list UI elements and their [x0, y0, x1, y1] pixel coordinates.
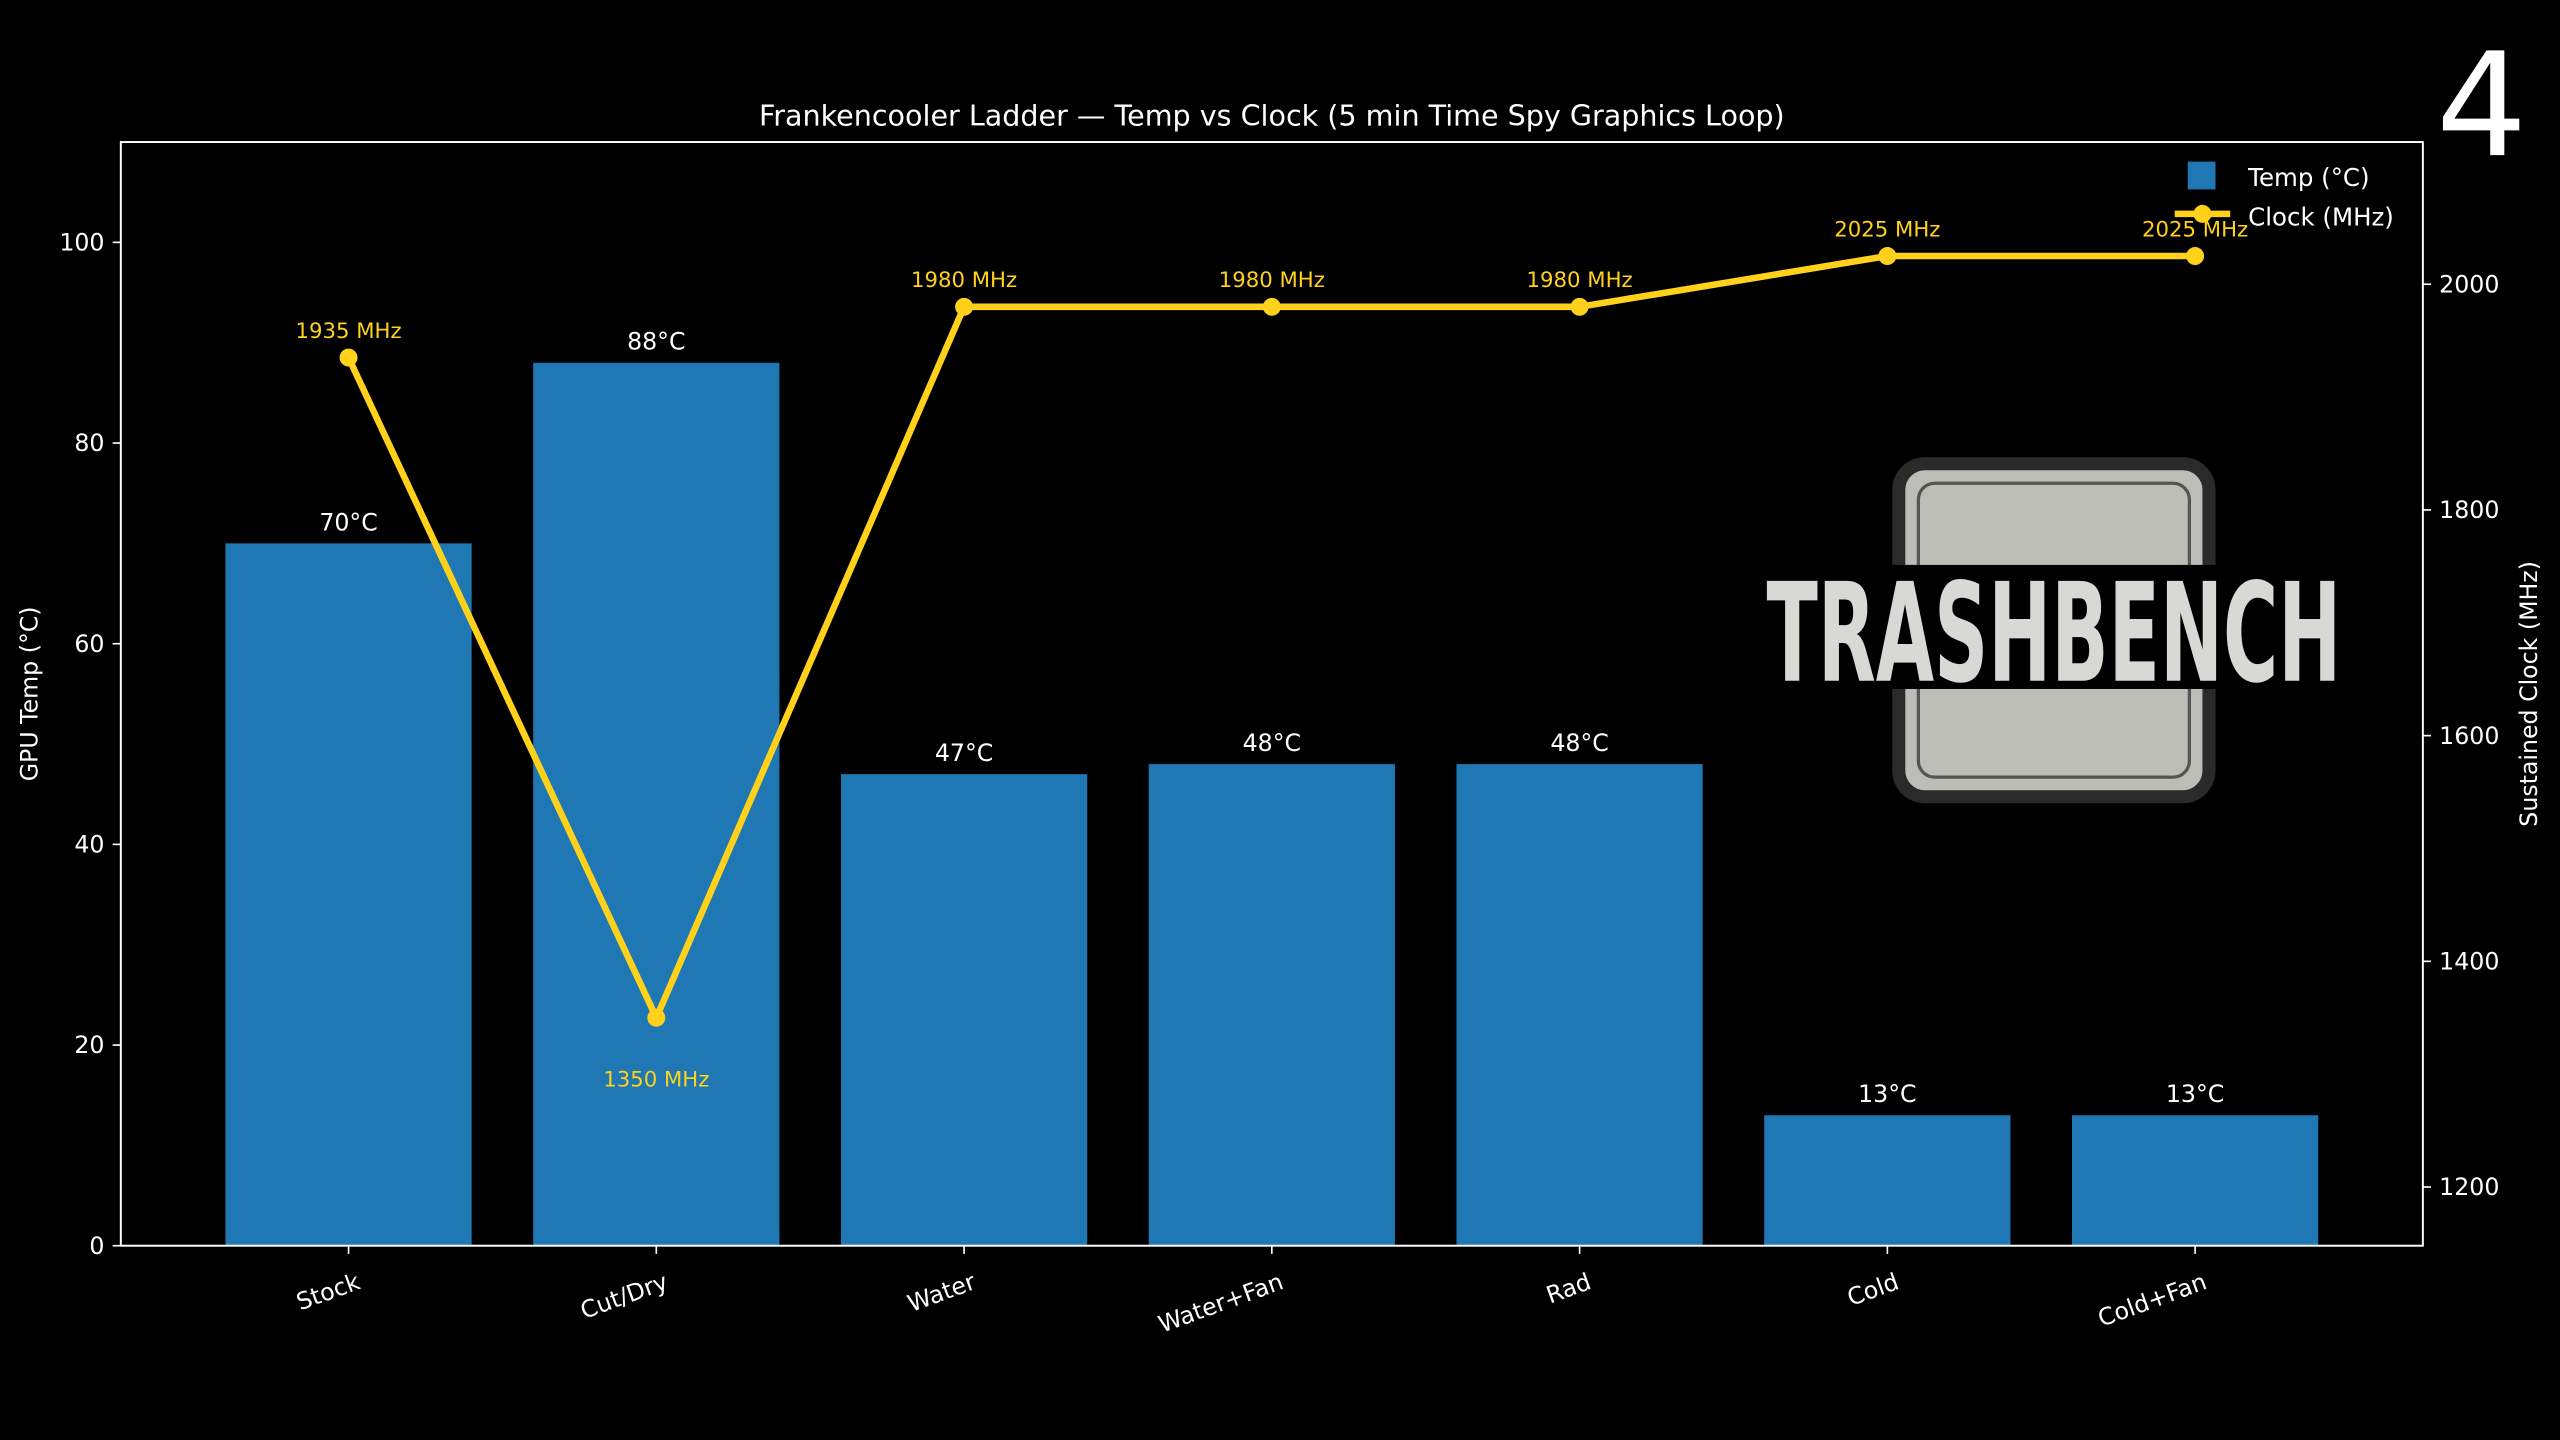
- x-tick-label-6: Cold+Fan: [2094, 1267, 2210, 1332]
- clock-label-4: 1980 MHz: [1527, 268, 1633, 293]
- clock-label-2: 1980 MHz: [911, 268, 1017, 293]
- x-tick-label-2: Water: [904, 1267, 980, 1317]
- y-right-tick-label-1: 1400: [2439, 947, 2499, 975]
- clock-label-3: 1980 MHz: [1219, 268, 1325, 293]
- y-tick-label-0: 0: [89, 1232, 104, 1260]
- clock-point-1: [647, 1008, 666, 1027]
- bar-4: [1456, 764, 1703, 1246]
- bar-2: [840, 774, 1088, 1246]
- page-number: 4: [2436, 22, 2527, 189]
- bar-label-4: 48°C: [1550, 729, 1608, 757]
- logo-text: TRASHBENCH: [1767, 555, 2342, 714]
- trashbench-logo: TRASHBENCH: [1763, 457, 2345, 804]
- y-tick-label-4: 80: [74, 429, 104, 457]
- bar-label-3: 48°C: [1243, 729, 1301, 757]
- y-right-tick-label-3: 1800: [2439, 496, 2499, 524]
- y-right-tick-label-2: 1600: [2439, 722, 2499, 750]
- x-tick-label-1: Cut/Dry: [577, 1267, 672, 1324]
- bar-label-5: 13°C: [1858, 1080, 1916, 1108]
- clock-point-4: [1570, 297, 1589, 316]
- bar-label-6: 13°C: [2166, 1080, 2224, 1108]
- bar-label-0: 70°C: [319, 508, 377, 536]
- chart-title: Frankencooler Ladder — Temp vs Clock (5 …: [759, 99, 1785, 133]
- x-tick-label-3: Water+Fan: [1155, 1267, 1287, 1338]
- clock-label-0: 1935 MHz: [295, 319, 401, 344]
- legend-label-clock: Clock (MHz): [2248, 202, 2394, 231]
- clock-label-1: 1350 MHz: [603, 1067, 709, 1092]
- legend-label-temp: Temp (°C): [2247, 163, 2369, 192]
- y-right-tick-label-0: 1200: [2439, 1173, 2499, 1201]
- y-axis-right-label: Sustained Clock (MHz): [2515, 561, 2543, 827]
- bar-label-2: 47°C: [935, 739, 993, 767]
- clock-label-6: 2025 MHz: [2142, 217, 2248, 242]
- y-tick-label-2: 40: [74, 831, 104, 859]
- clock-point-6: [2186, 247, 2205, 265]
- clock-point-2: [955, 297, 974, 316]
- bar-0: [225, 543, 472, 1246]
- y-axis-label: GPU Temp (°C): [16, 606, 44, 781]
- y-tick-label-3: 60: [74, 630, 104, 658]
- clock-label-5: 2025 MHz: [1834, 217, 1940, 242]
- bar-1: [533, 362, 780, 1246]
- y-tick-label-5: 100: [59, 229, 104, 257]
- legend-marker-clock: [2193, 204, 2212, 223]
- plot-frame: [119, 141, 2424, 1247]
- legend-swatch-temp: [2187, 161, 2216, 190]
- clock-point-0: [339, 348, 358, 367]
- x-tick-label-4: Rad: [1542, 1267, 1594, 1309]
- bar-6: [2072, 1115, 2319, 1246]
- x-tick-label-0: Stock: [293, 1267, 364, 1316]
- bar-3: [1148, 764, 1395, 1246]
- clock-point-5: [1878, 247, 1897, 265]
- y-right-tick-label-4: 2000: [2439, 270, 2499, 298]
- x-tick-label-5: Cold: [1843, 1267, 1902, 1311]
- bar-5: [1764, 1115, 2011, 1246]
- clock-point-3: [1262, 297, 1281, 316]
- bar-label-1: 88°C: [627, 328, 685, 356]
- legend: Temp (°C) Clock (MHz): [2174, 161, 2394, 231]
- y-tick-label-1: 20: [74, 1031, 104, 1059]
